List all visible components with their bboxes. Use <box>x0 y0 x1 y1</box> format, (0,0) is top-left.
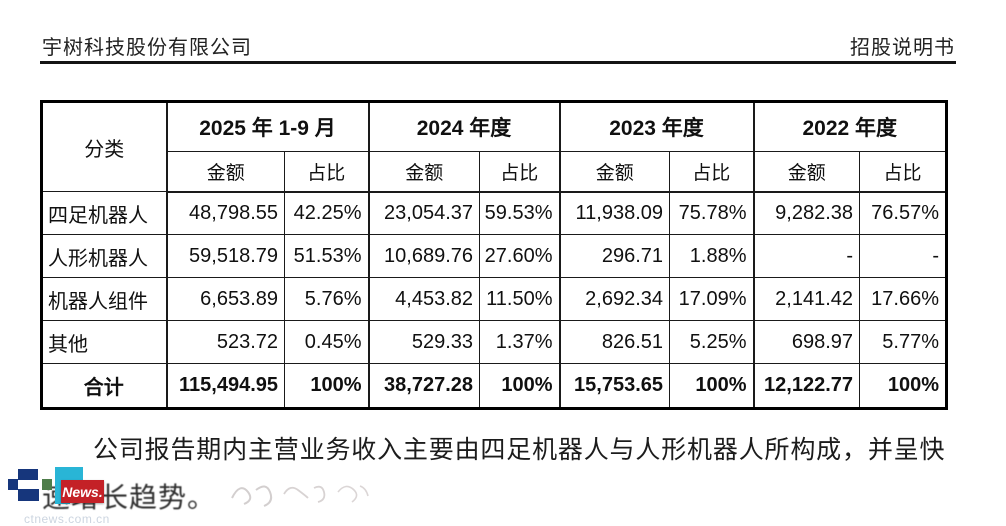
cell-ratio-2023: 17.09% <box>669 277 755 321</box>
table-row-humanoid-robot: 人形机器人 59,518.79 51.53% 10,689.76 27.60% … <box>41 234 948 278</box>
cell-ratio-2025: 100% <box>283 363 370 409</box>
table-row-other: 其他 523.72 0.45% 529.33 1.37% 826.51 5.25… <box>41 320 948 364</box>
cell-amount-2022: 698.97 <box>752 320 861 364</box>
logo-block-navy-left <box>8 479 18 490</box>
table-header-periods: 分类 2025 年 1-9 月 2024 年度 2023 年度 2022 年度 <box>41 101 948 192</box>
cell-amount-2023: 826.51 <box>558 320 671 364</box>
site-url-watermark: ctnews.com.cn <box>24 512 110 526</box>
cell-amount-2022: - <box>752 234 861 278</box>
news-badge-label: News. <box>62 483 103 500</box>
news-badge: News. <box>61 480 104 503</box>
column-header-ratio-2025: 占比 <box>283 151 370 193</box>
row-category-label: 其他 <box>41 320 167 364</box>
handwriting-watermark <box>231 485 369 507</box>
column-header-amount-2025: 金额 <box>165 151 285 193</box>
cell-amount-2025: 59,518.79 <box>165 234 285 278</box>
cell-amount-2024: 10,689.76 <box>367 234 481 278</box>
column-header-category: 分类 <box>41 101 167 192</box>
cell-amount-2022: 12,122.77 <box>752 363 861 409</box>
row-category-label: 合计 <box>41 363 167 409</box>
row-category-label: 人形机器人 <box>41 234 167 278</box>
cell-ratio-2023: 1.88% <box>669 234 755 278</box>
cell-ratio-2025: 42.25% <box>283 191 370 235</box>
cell-amount-2024: 38,727.28 <box>367 363 481 409</box>
column-header-ratio-2023: 占比 <box>669 151 755 193</box>
cell-ratio-2022: 17.66% <box>859 277 948 321</box>
column-header-amount-2024: 金额 <box>367 151 481 193</box>
cell-amount-2024: 23,054.37 <box>367 191 481 235</box>
column-header-period-2025: 2025 年 1-9 月 <box>165 101 370 152</box>
table-row-quadruped-robot: 四足机器人 48,798.55 42.25% 23,054.37 59.53% … <box>41 191 948 235</box>
cell-amount-2023: 15,753.65 <box>558 363 671 409</box>
cell-amount-2024: 4,453.82 <box>367 277 481 321</box>
cell-ratio-2025: 0.45% <box>283 320 370 364</box>
cell-ratio-2022: 76.57% <box>859 191 948 235</box>
doc-type-label: 招股说明书 <box>850 37 955 59</box>
header-divider <box>40 61 956 64</box>
column-header-amount-2023: 金额 <box>558 151 671 193</box>
body-paragraph-line1: 公司报告期内主营业务收入主要由四足机器人与人形机器人所构成，并呈快 <box>93 437 945 464</box>
row-category-label: 四足机器人 <box>41 191 167 235</box>
logo-block-navy-top <box>18 469 38 480</box>
logo-block-green <box>42 479 52 490</box>
news-site-logo: News. <box>0 466 120 526</box>
logo-block-navy-bottom <box>18 489 39 501</box>
column-header-period-2022: 2022 年度 <box>752 101 948 152</box>
cell-ratio-2025: 51.53% <box>283 234 370 278</box>
column-header-ratio-2024: 占比 <box>479 151 561 193</box>
cell-ratio-2025: 5.76% <box>283 277 370 321</box>
cell-amount-2024: 529.33 <box>367 320 481 364</box>
cell-amount-2025: 115,494.95 <box>165 363 285 409</box>
page-header: 宇树科技股份有限公司 招股说明书 <box>42 31 955 60</box>
company-name: 宇树科技股份有限公司 <box>42 37 252 59</box>
logo-block-cyan-top <box>55 467 83 483</box>
cell-ratio-2023: 5.25% <box>669 320 755 364</box>
cell-ratio-2022: - <box>859 234 948 278</box>
cell-amount-2025: 48,798.55 <box>165 191 285 235</box>
cell-amount-2025: 6,653.89 <box>165 277 285 321</box>
cell-ratio-2024: 100% <box>479 363 561 409</box>
cell-amount-2022: 9,282.38 <box>752 191 861 235</box>
cell-amount-2022: 2,141.42 <box>752 277 861 321</box>
cell-ratio-2023: 100% <box>669 363 755 409</box>
cell-ratio-2024: 1.37% <box>479 320 561 364</box>
cell-ratio-2024: 11.50% <box>479 277 561 321</box>
cell-ratio-2022: 5.77% <box>859 320 948 364</box>
cell-amount-2023: 296.71 <box>558 234 671 278</box>
column-header-ratio-2022: 占比 <box>859 151 948 193</box>
cell-amount-2023: 2,692.34 <box>558 277 671 321</box>
revenue-by-category-table: 分类 2025 年 1-9 月 2024 年度 2023 年度 2022 年度 … <box>40 100 949 410</box>
column-header-amount-2022: 金额 <box>752 151 861 193</box>
cell-ratio-2024: 27.60% <box>479 234 561 278</box>
cell-amount-2025: 523.72 <box>165 320 285 364</box>
table-header-measures: 金额 占比 金额 占比 金额 占比 金额 占比 <box>42 151 948 193</box>
column-header-period-2023: 2023 年度 <box>558 101 755 152</box>
row-category-label: 机器人组件 <box>41 277 167 321</box>
cell-ratio-2023: 75.78% <box>669 191 755 235</box>
cell-ratio-2024: 59.53% <box>479 191 561 235</box>
cell-ratio-2022: 100% <box>859 363 948 409</box>
table-row-robot-components: 机器人组件 6,653.89 5.76% 4,453.82 11.50% 2,6… <box>41 277 948 321</box>
cell-amount-2023: 11,938.09 <box>558 191 671 235</box>
column-header-period-2024: 2024 年度 <box>367 101 561 152</box>
table-row-total: 合计 115,494.95 100% 38,727.28 100% 15,753… <box>41 363 948 409</box>
